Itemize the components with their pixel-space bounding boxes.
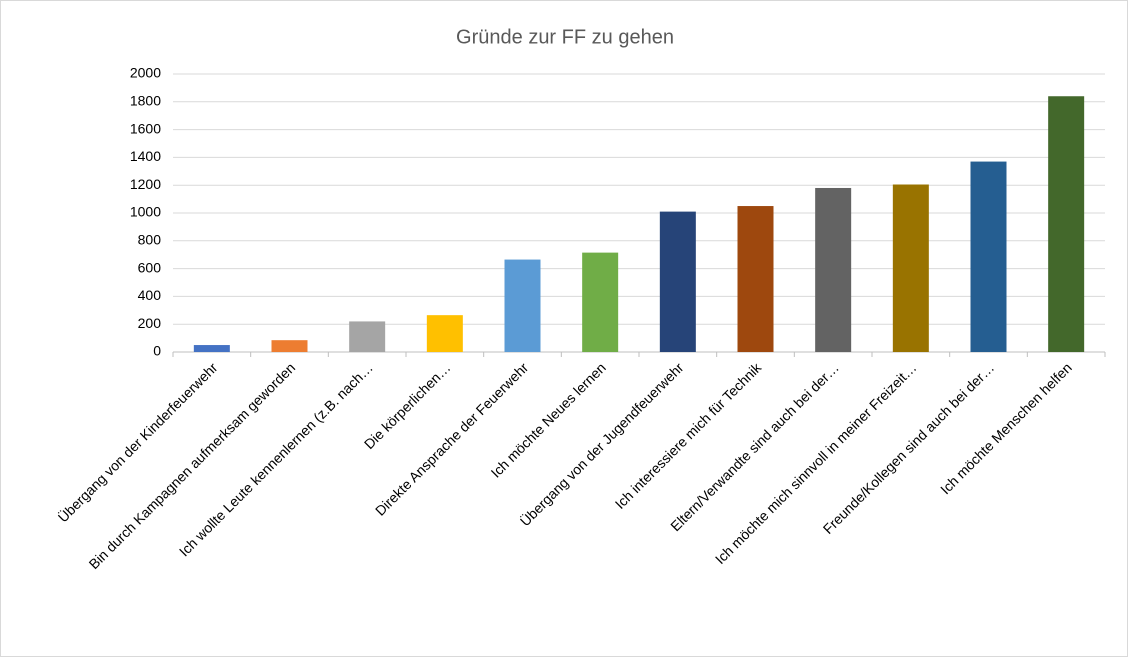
y-tick-label: 1000 [130, 204, 161, 220]
y-tick-label: 2000 [130, 65, 161, 81]
bar [659, 211, 696, 352]
bar [193, 345, 230, 352]
bar [737, 206, 774, 352]
y-tick-label: 800 [138, 232, 162, 248]
bar [815, 187, 852, 352]
bar [1048, 96, 1085, 353]
bar [426, 315, 463, 352]
y-tick-label: 1800 [130, 93, 161, 109]
y-tick-label: 1400 [130, 148, 161, 164]
y-tick-label: 400 [138, 287, 162, 303]
y-tick-label: 1200 [130, 176, 161, 192]
bar [582, 252, 619, 352]
y-tick-label: 1600 [130, 120, 161, 136]
chart-title: Gründe zur FF zu gehen [456, 26, 674, 48]
bar [504, 259, 541, 352]
bar [892, 184, 929, 352]
bar [349, 321, 386, 352]
bar [271, 340, 308, 352]
bar [970, 161, 1007, 352]
y-tick-label: 200 [138, 315, 162, 331]
y-tick-label: 600 [138, 259, 162, 275]
y-tick-label: 0 [153, 343, 161, 359]
